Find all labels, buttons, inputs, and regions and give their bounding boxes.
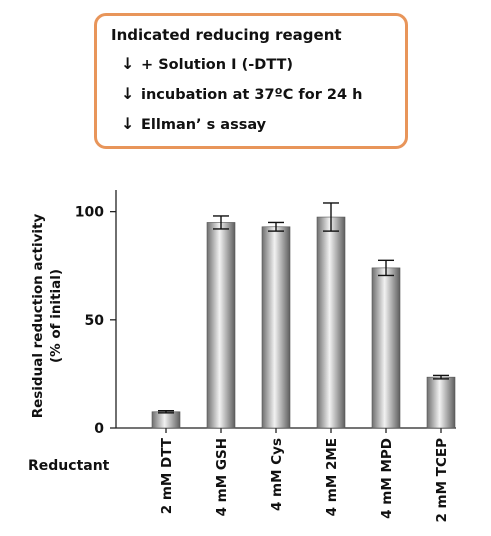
y-tick-label: 50 (85, 313, 105, 329)
bar (426, 376, 456, 429)
x-tick-label: 4 mM MPD (379, 438, 395, 519)
bar (261, 226, 291, 429)
bar (316, 216, 346, 429)
x-tick-label: 2 mM TCEP (434, 438, 450, 523)
bar (151, 411, 181, 429)
y-tick-label: 0 (94, 421, 104, 437)
bar (206, 222, 236, 429)
protocol-step-text: incubation at 37ºC for 24 h (141, 87, 363, 103)
y-tick-label: 100 (75, 205, 104, 221)
y-axis-label: Residual reduction activity (30, 214, 46, 419)
protocol-step: ↓ Ellman’ s assay (121, 114, 266, 133)
protocol-title: Indicated reducing reagent (111, 26, 342, 44)
down-arrow-icon: ↓ (121, 54, 135, 73)
y-axis-label-unit: (% of initial) (48, 269, 64, 363)
protocol-box: Indicated reducing reagent ↓ + Solution I… (94, 13, 408, 149)
down-arrow-icon: ↓ (121, 84, 135, 103)
protocol-step-text: + Solution I (-DTT) (141, 57, 293, 73)
x-tick-label: 4 mM 2ME (324, 438, 340, 516)
bar (371, 267, 401, 429)
x-tick-label: 4 mM Cys (269, 438, 285, 511)
protocol-step-text: Ellman’ s assay (141, 117, 267, 133)
x-axis-label: Reductant (28, 458, 110, 474)
protocol-step: ↓ incubation at 37ºC for 24 h (121, 84, 362, 103)
down-arrow-icon: ↓ (121, 114, 135, 133)
x-tick-label: 2 mM DTT (159, 437, 175, 514)
x-tick-label: 4 mM GSH (214, 438, 230, 516)
protocol-step: ↓ + Solution I (-DTT) (121, 54, 293, 73)
